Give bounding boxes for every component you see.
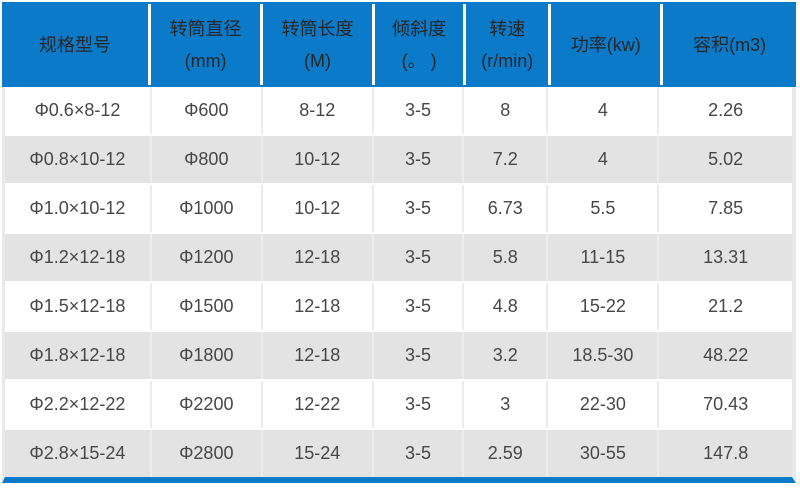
table-row: Φ1.8×12-18 Φ1800 12-18 3-5 3.2 18.5-30 4… (5, 330, 792, 379)
table-cell: 8 (462, 87, 546, 134)
col-header-drum-length: 转筒长度 (M) (260, 4, 372, 85)
table-cell: 2.59 (462, 430, 546, 477)
table-cell: 3-5 (371, 283, 463, 330)
table-cell: Φ2800 (149, 430, 261, 477)
table-cell: 3-5 (371, 185, 463, 232)
table-cell: 3-5 (371, 332, 463, 379)
table-cell: 3-5 (371, 136, 463, 183)
table-cell: 3-5 (371, 381, 463, 428)
table-cell: 3 (462, 381, 546, 428)
table-cell: 3-5 (371, 430, 463, 477)
table-row: Φ1.0×10-12 Φ1000 10-12 3-5 6.73 5.5 7.85 (5, 183, 792, 232)
col-header-label: 转筒直径 (169, 18, 242, 39)
spec-table: 规格型号 转筒直径 (mm) 转筒长度 (M) 倾斜度 (。 ) 转速 (r/m… (2, 2, 796, 483)
table-cell: Φ2.8×15-24 (29, 443, 126, 463)
table-cell: 11-15 (546, 234, 657, 281)
table-cell: 15-22 (546, 283, 657, 330)
table-cell: Φ1000 (149, 185, 261, 232)
table-cell: 147.8 (657, 430, 792, 477)
col-header-label: 功率(kw) (570, 34, 641, 55)
table-cell: 7.85 (657, 185, 792, 232)
table-cell: 3.2 (462, 332, 546, 379)
table-cell: 3-5 (371, 87, 463, 134)
col-header-volume: 容积(m3) (660, 4, 796, 85)
table-cell: Φ1.5×12-18 (29, 296, 126, 316)
table-cell: 6.73 (462, 185, 546, 232)
col-header-label: 倾斜度 (392, 18, 447, 39)
table-row: Φ0.6×8-12 Φ600 8-12 3-5 8 4 2.26 (5, 87, 792, 134)
table-cell: Φ2200 (149, 381, 261, 428)
col-header-label: 规格型号 (39, 34, 112, 55)
col-header-unit: (M) (304, 50, 332, 71)
table-cell: Φ1.0×10-12 (29, 198, 126, 218)
col-header-power: 功率(kw) (548, 4, 661, 85)
table-cell: 13.31 (657, 234, 792, 281)
table-cell: 21.2 (657, 283, 792, 330)
table-cell: 3-5 (371, 234, 463, 281)
table-cell: 5.8 (462, 234, 546, 281)
header-row: 规格型号 转筒直径 (mm) 转筒长度 (M) 倾斜度 (。 ) 转速 (r/m… (2, 2, 796, 87)
table-row: Φ0.8×10-12 Φ800 10-12 3-5 7.2 4 5.02 (5, 134, 792, 183)
table-cell: 12-22 (260, 381, 372, 428)
table-cell: 12-18 (260, 283, 372, 330)
table-cell: Φ1.2×12-18 (29, 247, 126, 267)
table-cell: Φ0.6×8-12 (34, 100, 121, 120)
table-body: Φ0.6×8-12 Φ600 8-12 3-5 8 4 2.26 Φ0.8×10… (2, 87, 796, 483)
table-cell: 48.22 (657, 332, 792, 379)
table-cell: 2.26 (657, 87, 792, 134)
col-header-model: 规格型号 (2, 4, 149, 85)
table-cell: 12-18 (260, 234, 372, 281)
table-cell: 4 (546, 87, 657, 134)
table-cell: 4 (546, 136, 657, 183)
table-row: Φ2.2×12-22 Φ2200 12-22 3-5 3 22-30 70.43 (5, 379, 792, 428)
col-header-label: 转速 (489, 18, 526, 39)
table-cell: 10-12 (260, 185, 372, 232)
col-header-label: 容积(m3) (693, 34, 767, 55)
table-cell: Φ800 (149, 136, 261, 183)
table-row: Φ2.8×15-24 Φ2800 15-24 3-5 2.59 30-55 14… (5, 428, 792, 477)
col-header-unit: (r/min) (481, 50, 534, 71)
col-header-unit: (。 ) (401, 50, 437, 71)
table-cell: Φ0.8×10-12 (29, 149, 126, 169)
table-cell: 7.2 (462, 136, 546, 183)
table-cell: Φ1200 (149, 234, 261, 281)
table-cell: 5.5 (546, 185, 657, 232)
col-header-speed: 转速 (r/min) (463, 4, 549, 85)
table-cell: Φ600 (149, 87, 261, 134)
table-cell: 22-30 (546, 381, 657, 428)
table-cell: Φ1800 (149, 332, 261, 379)
col-header-unit: (mm) (184, 50, 227, 71)
table-cell: 5.02 (657, 136, 792, 183)
col-header-incline: 倾斜度 (。 ) (372, 4, 464, 85)
table-cell: 18.5-30 (546, 332, 657, 379)
table-cell: Φ1500 (149, 283, 261, 330)
col-header-label: 转筒长度 (281, 18, 354, 39)
table-row: Φ1.5×12-18 Φ1500 12-18 3-5 4.8 15-22 21.… (5, 281, 792, 330)
table-cell: 12-18 (260, 332, 372, 379)
table-cell: 4.8 (462, 283, 546, 330)
table-cell: 10-12 (260, 136, 372, 183)
table-cell: 30-55 (546, 430, 657, 477)
col-header-drum-diameter: 转筒直径 (mm) (148, 4, 261, 85)
table-cell: 15-24 (260, 430, 372, 477)
table-cell: 70.43 (657, 381, 792, 428)
table-cell: Φ1.8×12-18 (29, 345, 126, 365)
table-cell: Φ2.2×12-22 (29, 394, 126, 414)
table-row: Φ1.2×12-18 Φ1200 12-18 3-5 5.8 11-15 13.… (5, 232, 792, 281)
table-cell: 8-12 (260, 87, 372, 134)
